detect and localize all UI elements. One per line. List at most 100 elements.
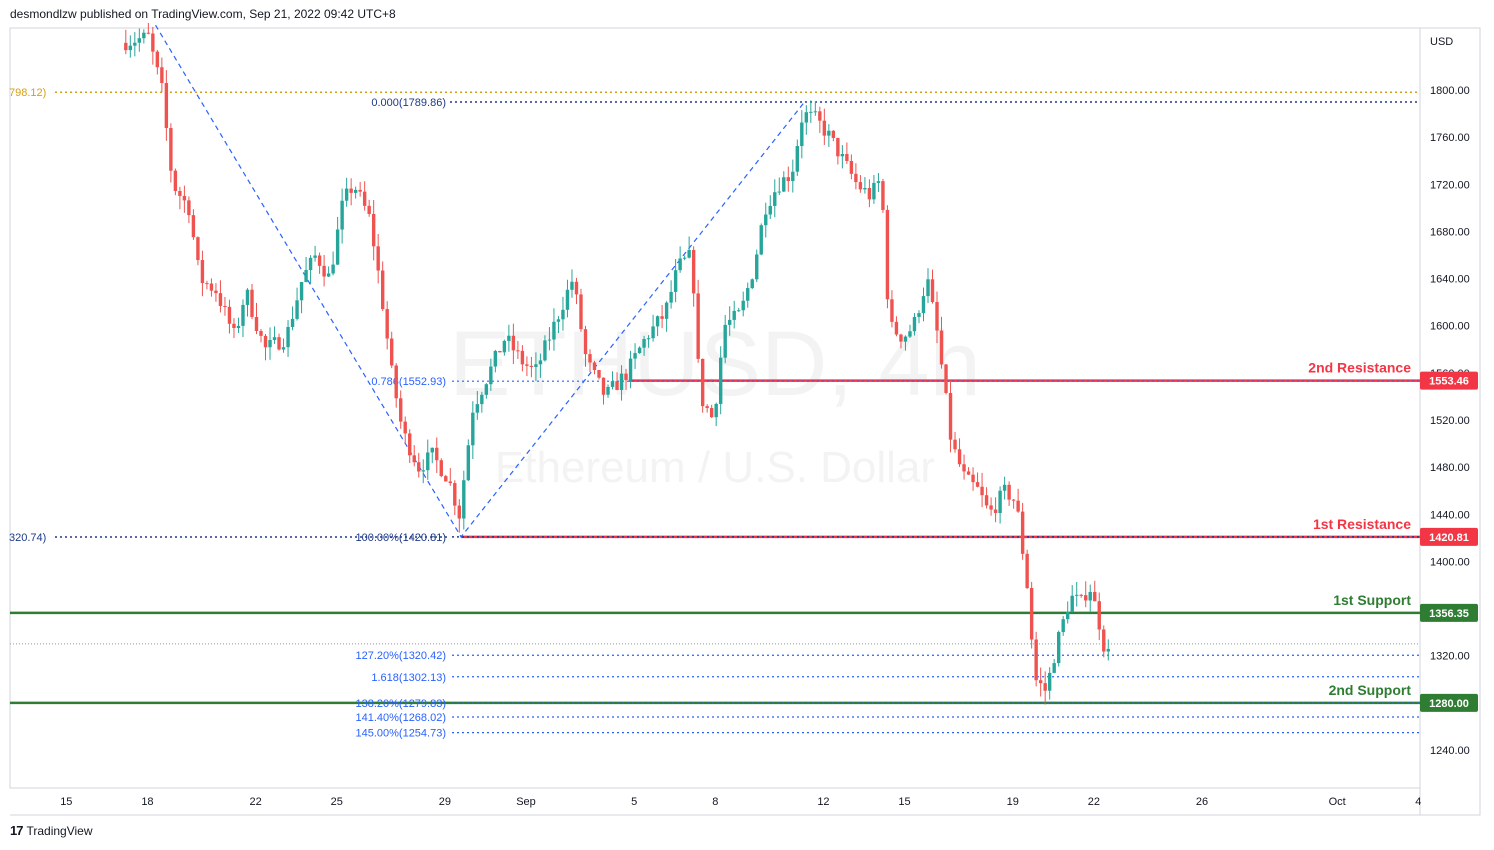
candle-body [890,299,894,322]
candle [1038,667,1043,697]
candle [755,249,759,283]
candle [583,325,588,367]
candle-body [187,200,191,216]
candle-body [678,258,682,271]
candle [236,317,241,333]
candle-body [664,302,669,319]
candle-body [394,365,398,399]
candle-body [281,347,286,350]
candle-body [836,138,840,157]
candle [1016,488,1020,513]
candle-body [1052,663,1056,673]
candle-body [196,237,200,261]
candle-body [867,188,872,200]
candle-body [1043,683,1047,691]
candle [908,324,912,339]
candle [462,470,466,530]
candle-body [971,474,975,483]
candle [290,306,295,331]
candle-body [1029,588,1034,640]
candle [795,139,800,176]
candle [601,377,606,405]
candle [268,327,272,360]
candle [281,338,286,353]
candle [741,291,745,317]
candle [966,467,971,476]
candle [1052,659,1056,674]
candle-body [403,421,407,434]
candle [1075,581,1079,607]
zigzag-pattern [155,24,805,538]
candle-body [854,173,858,183]
candle-body [894,321,899,335]
candle [678,246,682,273]
time-axis[interactable]: 15 18 22 25 29 Sep 5 8 12 15 19 22 26 Oct 4 [60,796,1421,808]
y-tick-label: 1760.00 [1430,132,1470,144]
candle-body [214,290,218,294]
candle [700,358,705,413]
candle [773,179,777,218]
candle-body [223,305,227,307]
candle-body [782,177,786,192]
candle [606,384,610,398]
y-tick-label: 1520.00 [1430,415,1470,427]
candle-body [962,464,966,472]
candle [588,349,592,373]
candle [993,497,998,523]
candle-body [353,189,358,193]
candle-body [556,319,561,322]
candle [1002,476,1007,500]
candle [1106,639,1110,661]
candle [538,353,543,378]
footer-brand[interactable]: TradingView [26,823,93,838]
candle [840,145,845,169]
fib-level-label: 1.618(1302.13) [371,672,446,684]
x-tick-label: 8 [712,796,718,808]
candle [353,186,358,199]
price-axis[interactable]: USD 1800.00 1760.00 1720.00 1680.00 1640.00 1… [1430,36,1470,757]
candle-body [746,288,750,301]
price-tag: 1553.46 [1429,376,1469,388]
y-tick-label: 1480.00 [1430,462,1470,474]
candle-body [137,38,142,43]
candle [200,250,205,297]
candle [899,333,903,349]
left-edge-label: 798.12) [9,87,46,99]
candle-body [164,83,169,129]
candle-body [583,329,588,355]
fib-level-label: 0.786(1552.93) [371,376,446,388]
candle [570,269,574,298]
price-tags: 1553.46 1420.81 1356.35 1280.00 [1420,371,1478,712]
candle-body [376,246,380,271]
candle-body [245,289,250,305]
candle-body [989,505,993,510]
price-tag: 1356.35 [1429,608,1469,620]
candle-body [1097,601,1101,630]
candle [876,173,881,192]
candle-body [448,481,452,484]
x-tick-label: 22 [1088,796,1100,808]
candle-body [651,326,655,339]
candle-body [529,365,534,367]
candle [989,497,993,516]
candle [845,142,849,164]
candle-body [178,190,182,196]
candle-body [714,403,718,418]
candle [205,280,209,290]
candle [642,335,646,356]
candle [962,454,966,480]
candle [335,216,340,266]
candle [520,345,525,372]
candle [813,101,818,116]
candle [565,279,570,318]
candle [448,468,452,486]
candle [286,320,290,357]
candle-body [1084,595,1088,601]
candle [858,175,863,193]
candle [737,307,741,312]
candle-body [408,433,412,456]
candle-body [525,364,529,366]
candle [525,356,529,377]
candle [128,35,133,58]
